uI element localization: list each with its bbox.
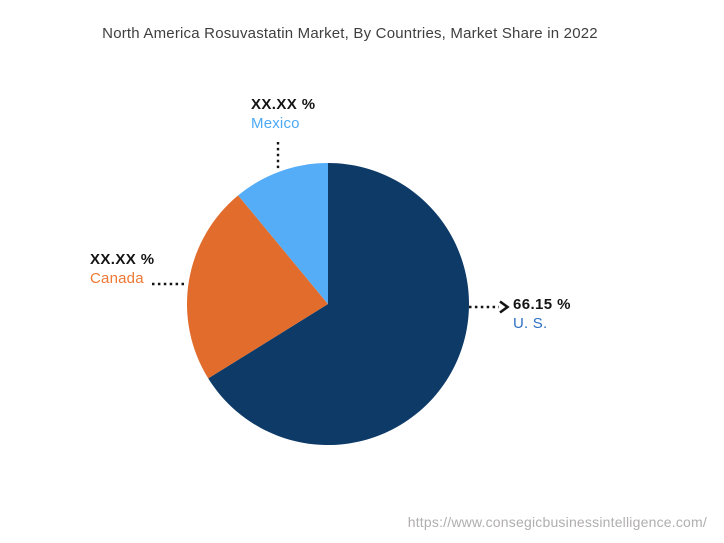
canada-name: Canada xyxy=(90,270,144,287)
us-label: 66.15 % U. S. xyxy=(513,295,571,333)
us-value: 66.15 % xyxy=(513,296,571,313)
mexico-label: XX.XX % Mexico xyxy=(251,95,316,133)
pie-slice-canada xyxy=(186,195,328,379)
source-url: https://www.consegicbusinessintelligence… xyxy=(407,514,707,530)
pie-slice-mexico xyxy=(238,163,328,304)
mexico-name: Mexico xyxy=(251,115,300,132)
canada-value: XX.XX % xyxy=(90,251,155,268)
canada-label: XX.XX % Canada xyxy=(90,250,155,288)
mexico-value: XX.XX % xyxy=(251,96,316,113)
chart-title: North America Rosuvastatin Market, By Co… xyxy=(102,25,598,42)
pie-slices xyxy=(186,163,469,446)
us-name: U. S. xyxy=(513,315,548,332)
us-callout-arrowhead-icon xyxy=(499,300,510,314)
pie-slice-u-s xyxy=(208,163,469,446)
